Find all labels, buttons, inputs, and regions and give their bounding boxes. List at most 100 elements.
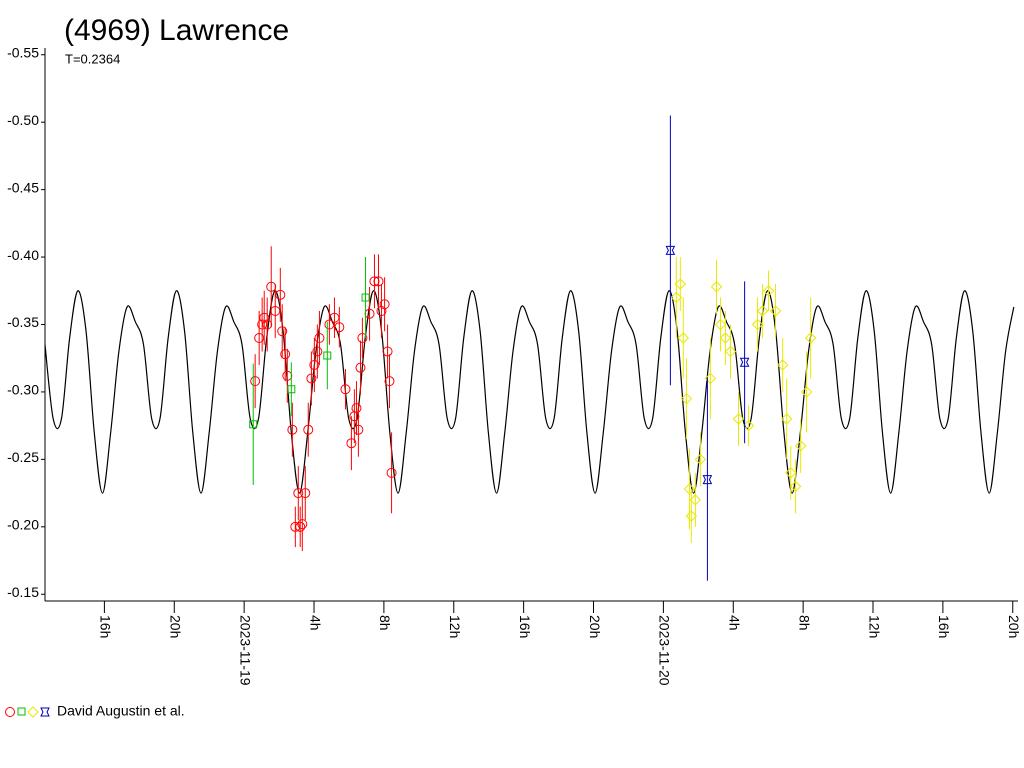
x-tick-label: 12h [866,615,882,638]
data-point [275,289,286,300]
legend-symbol [27,706,39,718]
data-point [776,359,789,371]
data-point [254,332,265,343]
data-point [710,281,723,293]
data-point [685,510,698,522]
data-point [373,276,384,287]
data-point [287,424,298,435]
chart-title: (4969) Lawrence [64,14,289,47]
data-point [742,419,755,432]
y-tick-label: -0.20 [7,517,39,533]
y-tick-label: -0.45 [7,179,39,195]
data-point [704,372,717,385]
observations [665,115,750,581]
data-point [724,345,737,358]
data-point [769,305,782,317]
y-tick-label: -0.40 [7,247,39,263]
data-point [295,521,306,532]
x-tick-label: 4h [727,615,743,631]
data-point [384,376,395,387]
data-point [324,319,335,330]
data-point [353,424,364,435]
data-point [303,424,314,435]
legend-symbol [5,707,15,717]
observations [249,257,370,486]
data-point [689,494,702,506]
observations [670,257,817,544]
data-point [312,346,323,357]
legend: David Augustin et al. [5,703,185,719]
data-point [323,351,332,360]
data-point [677,332,690,344]
data-point [250,376,261,387]
data-point [785,467,797,479]
data-point [293,488,304,499]
data-point [361,293,370,302]
data-point [277,326,288,337]
data-point [674,278,687,290]
data-point [714,318,727,331]
data-point [314,332,325,343]
data-point [287,385,296,394]
data-point [376,306,387,317]
data-point [800,386,813,398]
x-tick-label: 8h [377,615,393,631]
y-tick-label: -0.50 [7,112,39,128]
x-tick-label: 12h [447,615,463,638]
y-tick-label: -0.55 [7,44,39,60]
chart-subtitle: T=0.2364 [65,51,120,66]
y-tick-label: -0.15 [7,584,39,600]
x-tick-label: 16h [517,615,533,638]
x-tick-label: 2023-11-19 [237,615,253,686]
data-point [280,349,291,360]
data-point [739,357,750,367]
data-point [340,384,351,395]
model-curve [44,290,1015,494]
x-tick-label: 20h [1006,615,1022,638]
data-point [297,519,308,530]
data-point [386,467,397,478]
data-point [756,305,769,317]
x-tick-label: 20h [587,615,603,638]
data-point [762,285,775,297]
legend-label: David Augustin et al. [57,703,185,719]
data-point [257,319,268,330]
data-point [382,346,393,357]
data-point [249,420,258,429]
data-point [719,332,732,344]
data-point [670,291,683,304]
x-tick-label: 20h [168,615,184,638]
x-tick-label: 16h [936,615,952,638]
data-point [694,453,707,466]
data-point [683,483,696,495]
data-point [680,392,693,405]
data-point [306,373,317,384]
data-point [351,403,362,414]
data-point [794,440,807,452]
data-point [270,306,281,317]
x-tick-label: 8h [796,615,812,631]
data-point [309,359,320,370]
x-tick-label: 2023-11-20 [657,615,673,686]
legend-symbol [17,707,26,716]
data-point [355,362,366,373]
data-point [379,299,390,310]
data-point [781,413,793,425]
x-tick-label: 16h [98,615,114,638]
data-point [702,475,713,485]
data-point [346,438,357,449]
data-point [751,318,764,331]
data-point [789,480,802,493]
y-tick-label: -0.25 [7,449,39,465]
data-point [732,413,745,425]
legend-symbol [40,707,50,717]
data-point [259,312,270,323]
data-point [357,332,368,343]
y-tick-label: -0.35 [7,314,39,330]
data-point [300,488,311,499]
y-tick-label: -0.30 [7,382,39,398]
x-tick-label: 4h [307,615,323,631]
